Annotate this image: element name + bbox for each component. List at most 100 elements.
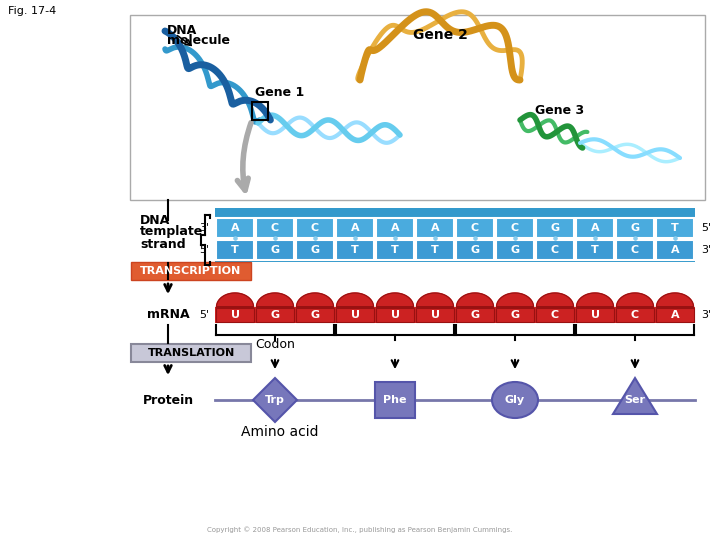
Bar <box>215 307 695 323</box>
Bar <box>215 252 695 262</box>
Text: G: G <box>470 310 480 320</box>
Text: U: U <box>230 310 240 320</box>
Bar <box>656 240 694 260</box>
Text: DNA: DNA <box>167 24 197 37</box>
Bar <box>656 308 694 322</box>
Bar <box>296 308 334 322</box>
Bar <box>496 240 534 260</box>
Polygon shape <box>497 293 534 307</box>
Polygon shape <box>377 293 413 307</box>
Bar <box>536 218 574 238</box>
Bar <box>256 218 294 238</box>
Text: Gene 2: Gene 2 <box>413 28 467 42</box>
Text: template: template <box>140 226 203 239</box>
Polygon shape <box>336 293 374 307</box>
Polygon shape <box>217 293 253 307</box>
Text: T: T <box>431 245 439 255</box>
Bar <box>216 218 254 238</box>
Bar <box>536 240 574 260</box>
Text: G: G <box>510 310 520 320</box>
Text: G: G <box>310 245 320 255</box>
Polygon shape <box>616 293 654 307</box>
Text: 3': 3' <box>199 223 209 233</box>
Text: A: A <box>671 310 679 320</box>
Bar <box>496 308 534 322</box>
Text: TRANSLATION: TRANSLATION <box>148 348 235 358</box>
Text: U: U <box>351 310 359 320</box>
Bar <box>416 240 454 260</box>
Bar <box>496 218 534 238</box>
Polygon shape <box>416 293 454 307</box>
Text: 3': 3' <box>701 245 711 255</box>
Text: Trp: Trp <box>265 395 285 405</box>
Bar <box>131 262 251 280</box>
Text: G: G <box>550 223 559 233</box>
Bar <box>416 308 454 322</box>
Bar <box>456 308 494 322</box>
Text: A: A <box>590 223 599 233</box>
Text: A: A <box>671 245 679 255</box>
Polygon shape <box>256 293 294 307</box>
Bar <box>376 240 414 260</box>
Polygon shape <box>577 293 613 307</box>
Bar <box>416 218 454 238</box>
Text: T: T <box>671 223 679 233</box>
Text: G: G <box>310 310 320 320</box>
Bar <box>216 308 254 322</box>
Text: C: C <box>551 310 559 320</box>
Text: 5': 5' <box>199 310 209 320</box>
Text: T: T <box>231 245 239 255</box>
Polygon shape <box>657 293 693 307</box>
Bar <box>216 240 254 260</box>
Polygon shape <box>297 293 333 307</box>
Polygon shape <box>536 293 574 307</box>
Bar <box>576 240 614 260</box>
Bar <box>336 218 374 238</box>
Ellipse shape <box>492 382 538 418</box>
Text: molecule: molecule <box>167 35 230 48</box>
Text: U: U <box>590 310 600 320</box>
Bar <box>215 208 695 218</box>
Bar <box>656 218 694 238</box>
Bar <box>256 240 294 260</box>
Text: 5': 5' <box>701 223 711 233</box>
Text: U: U <box>431 310 439 320</box>
Text: Phe: Phe <box>383 395 407 405</box>
Polygon shape <box>613 378 657 414</box>
Bar <box>376 308 414 322</box>
Bar <box>336 308 374 322</box>
Text: G: G <box>631 223 639 233</box>
Text: 5': 5' <box>199 245 209 255</box>
Text: Gene 3: Gene 3 <box>536 104 585 117</box>
Text: TRANSCRIPTION: TRANSCRIPTION <box>140 266 242 276</box>
Text: A: A <box>391 223 400 233</box>
Bar <box>616 308 654 322</box>
Text: C: C <box>631 245 639 255</box>
Bar <box>130 15 705 200</box>
Text: C: C <box>631 310 639 320</box>
Bar <box>456 218 494 238</box>
Bar <box>616 240 654 260</box>
Bar <box>616 218 654 238</box>
Text: G: G <box>470 245 480 255</box>
Text: Codon: Codon <box>255 339 295 352</box>
Bar <box>252 102 268 120</box>
Text: C: C <box>551 245 559 255</box>
Text: C: C <box>511 223 519 233</box>
Text: Copyright © 2008 Pearson Education, Inc., publishing as Pearson Benjamin Cumming: Copyright © 2008 Pearson Education, Inc.… <box>207 526 513 534</box>
Text: Amino acid: Amino acid <box>241 425 319 439</box>
Bar <box>375 382 415 418</box>
Bar <box>296 218 334 238</box>
Text: Fig. 17-4: Fig. 17-4 <box>8 6 56 16</box>
Text: G: G <box>271 245 279 255</box>
Polygon shape <box>253 378 297 422</box>
Bar <box>576 218 614 238</box>
Text: A: A <box>431 223 439 233</box>
Text: C: C <box>471 223 479 233</box>
Text: Ser: Ser <box>624 395 646 405</box>
Text: A: A <box>230 223 239 233</box>
Text: C: C <box>271 223 279 233</box>
Polygon shape <box>456 293 493 307</box>
Bar <box>131 344 251 362</box>
Bar <box>456 240 494 260</box>
